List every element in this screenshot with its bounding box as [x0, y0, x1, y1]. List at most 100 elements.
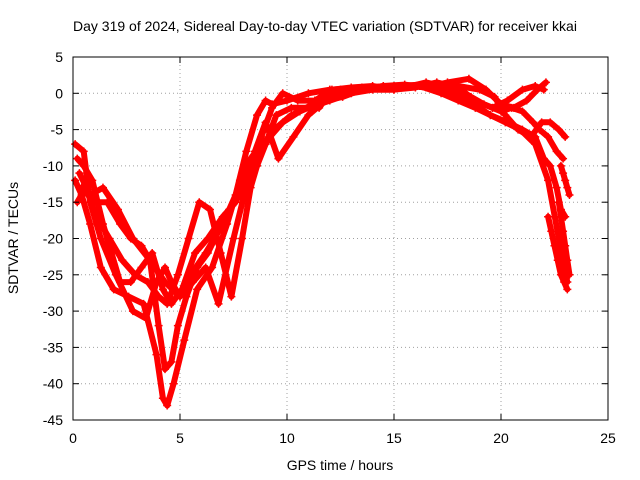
data-point: [195, 198, 204, 207]
data-point: [77, 183, 86, 192]
data-point: [289, 132, 298, 141]
data-point: [565, 270, 574, 279]
series-track-6: [77, 78, 568, 374]
data-point: [216, 249, 225, 258]
data-point: [214, 299, 223, 308]
data-point: [113, 205, 122, 214]
data-point: [161, 263, 170, 272]
data-point: [556, 212, 565, 221]
data-point: [257, 132, 266, 141]
y-axis-label: SDTVAR / TECUs: [5, 182, 21, 294]
data-point: [565, 190, 574, 199]
data-point: [167, 299, 176, 308]
data-point: [546, 161, 555, 170]
data-point: [559, 227, 568, 236]
data-point: [278, 89, 287, 98]
data-point: [167, 357, 176, 366]
data-point: [325, 89, 334, 98]
data-point: [535, 125, 544, 134]
data-point: [118, 256, 127, 265]
data-point: [71, 176, 80, 185]
data-point: [563, 256, 572, 265]
data-point: [563, 285, 572, 294]
data-point: [400, 83, 409, 92]
data-point: [454, 87, 463, 96]
data-point: [116, 278, 125, 287]
grid: [73, 57, 608, 420]
data-point: [225, 205, 234, 214]
data-point: [287, 103, 296, 112]
data-point: [550, 241, 559, 250]
y-tick-label: 0: [55, 85, 63, 101]
data-point: [75, 169, 84, 178]
series-track-2: [71, 82, 572, 410]
y-tick-label: 5: [55, 49, 63, 65]
data-point: [274, 154, 283, 163]
data-point: [518, 85, 527, 94]
data-point: [238, 234, 247, 243]
data-point: [559, 169, 568, 178]
data-point: [158, 285, 167, 294]
data-point: [79, 161, 88, 170]
y-tick-label: -30: [43, 303, 63, 319]
data-point: [554, 198, 563, 207]
data-point: [242, 147, 251, 156]
series-track-7: [544, 212, 572, 294]
data-point: [98, 183, 107, 192]
data-point: [315, 103, 324, 112]
data-point: [547, 227, 556, 236]
data-point: [201, 263, 210, 272]
data-point: [561, 241, 570, 250]
data-point: [244, 176, 253, 185]
data-point: [184, 234, 193, 243]
data-point: [148, 249, 157, 258]
data-point: [336, 85, 345, 94]
chart-title: Day 319 of 2024, Sidereal Day-to-day VTE…: [73, 18, 577, 34]
data-point: [537, 118, 546, 127]
data-point: [139, 299, 148, 308]
y-tick-label: -20: [43, 231, 63, 247]
data-point: [304, 111, 313, 120]
data-point: [137, 241, 146, 250]
data-point: [541, 78, 550, 87]
data-point: [178, 285, 187, 294]
y-tick-label: -15: [43, 194, 63, 210]
data-point: [190, 249, 199, 258]
data-point: [546, 118, 555, 127]
data-point: [310, 96, 319, 105]
data-point: [126, 234, 135, 243]
data-point: [490, 92, 499, 101]
data-point: [304, 89, 313, 98]
data-point: [486, 111, 495, 120]
data-point: [193, 285, 202, 294]
data-point: [253, 111, 262, 120]
data-point: [163, 401, 172, 410]
data-point: [96, 263, 105, 272]
data-point: [533, 85, 542, 94]
series-line: [72, 83, 571, 409]
data-point: [71, 140, 80, 149]
data-point: [507, 103, 516, 112]
data-point: [137, 263, 146, 272]
x-tick-label: 15: [386, 430, 402, 446]
data-point: [128, 307, 137, 316]
data-point: [79, 147, 88, 156]
y-tick-labels: 5 0 -5 -10 -15 -20 -25 -30 -35 -40 -45: [43, 49, 63, 428]
data-point: [107, 249, 116, 258]
data-point: [293, 96, 302, 105]
data-point: [261, 140, 270, 149]
data-point: [529, 118, 538, 127]
data-point: [514, 125, 523, 134]
data-point: [203, 234, 212, 243]
data-point: [518, 107, 527, 116]
y-tick-label: -10: [43, 158, 63, 174]
data-point: [304, 103, 313, 112]
data-point: [268, 103, 277, 112]
data-point: [88, 176, 97, 185]
x-tick-label: 10: [279, 430, 295, 446]
data-point: [544, 212, 553, 221]
data-point: [488, 103, 497, 112]
y-tick-label: -5: [51, 122, 64, 138]
data-point: [560, 278, 569, 287]
